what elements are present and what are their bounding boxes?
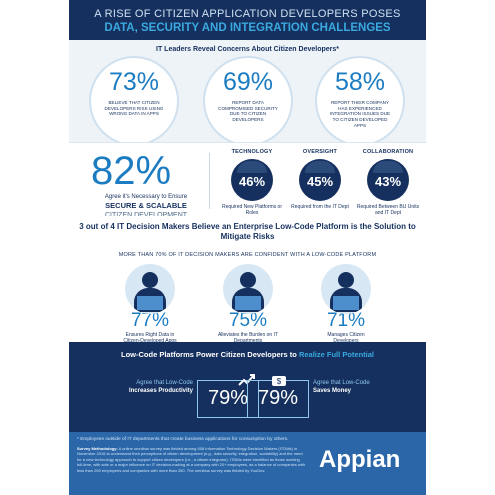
- stat-percent: 43%: [374, 174, 402, 189]
- stat-disc: 46%: [231, 159, 273, 201]
- secure-line-1: Agree it's Necessary to Ensure: [104, 194, 188, 200]
- concern-percent: 69%: [222, 68, 274, 96]
- chart-up-icon: [238, 374, 255, 386]
- money-icon: $: [272, 376, 286, 386]
- footnote: * Employees outside of IT departments th…: [77, 437, 289, 442]
- infographic: A RISE OF CITIZEN APPLICATION DEVELOPERS…: [69, 0, 426, 495]
- person-laptop-icon: [223, 264, 273, 314]
- stat-oversight: OVERSIGHT 45% Required from the IT Dept: [287, 149, 353, 210]
- concern-caption: BELIEVE THAT CITIZEN DEVELOPERS RISK USI…: [104, 100, 164, 117]
- lowcode-heading: 3 out of 4 IT Decision Makers Believe an…: [79, 222, 416, 241]
- secure-text: Agree it's Necessary to Ensure SECURE & …: [87, 193, 205, 221]
- power-stats: Agree that Low-Code Increases Productivi…: [87, 374, 408, 424]
- secure-percent: 82%: [91, 149, 172, 193]
- stat-caption: Required from the IT Dept: [291, 204, 349, 210]
- concern-circle-3: 58% REPORT THEIR COMPANY HAS EXPERIENCED…: [317, 58, 403, 144]
- methodology-label: Survey Methodology:: [77, 446, 118, 451]
- stat-disc: 43%: [367, 159, 409, 201]
- stat-caption: Required Between BU Units and IT Dept: [356, 204, 420, 217]
- person-laptop-icon: [321, 264, 371, 314]
- savings-line-b: Saves Money: [313, 387, 352, 394]
- concern-caption: REPORT DATA COMPROMISED SECURITY DUE TO …: [218, 100, 278, 123]
- productivity-percent: 79%: [207, 387, 249, 409]
- methodology-text: A online omnibus survey was fielded amon…: [77, 446, 305, 473]
- lowcode-subheading: MORE THAN 70% OF IT DECISION MAKERS ARE …: [118, 252, 377, 258]
- power-heading-a: Low-Code Platforms Power Citizen Develop…: [121, 350, 299, 359]
- lowcode-caption: Ensures Right Data in Citizen-Developed …: [123, 332, 176, 344]
- productivity-text: Agree that Low-Code Increases Productivi…: [101, 380, 193, 396]
- stat-caption: Required New Platforms or Roles: [221, 204, 283, 217]
- secure-line-3: CITIZEN DEVELOPMENT: [87, 211, 205, 220]
- stat-collaboration: COLLABORATION 43% Required Between BU Un…: [355, 149, 421, 217]
- stat-label: TECHNOLOGY: [231, 149, 273, 155]
- lowcode-item-3: 71% Manages Citizen Developers: [315, 264, 377, 345]
- person-icon: [237, 161, 267, 173]
- power-section: Low-Code Platforms Power Citizen Develop…: [69, 342, 426, 432]
- power-heading-b: Realize Full Potential: [298, 350, 374, 359]
- concerns-section: IT Leaders Reveal Concerns About Citizen…: [69, 40, 426, 144]
- concern-circle-1: 73% BELIEVE THAT CITIZEN DEVELOPERS RISK…: [91, 58, 177, 144]
- lowcode-percent: 75%: [228, 310, 268, 331]
- lowcode-caption: Manages Citizen Developers: [327, 332, 365, 344]
- lowcode-caption: Alleviates the Burden on IT Departments: [217, 332, 279, 344]
- savings-box: $ 79%: [247, 376, 309, 418]
- savings-percent: 79%: [257, 387, 299, 409]
- productivity-line-a: Agree that Low-Code: [136, 380, 193, 386]
- person-icon: [305, 161, 335, 173]
- header-line-1: A RISE OF CITIZEN APPLICATION DEVELOPERS…: [94, 8, 401, 20]
- footer: * Employees outside of IT departments th…: [69, 432, 426, 495]
- divider: [209, 153, 210, 209]
- productivity-box: 79%: [197, 374, 259, 418]
- secure-section: 82% Agree it's Necessary to Ensure SECUR…: [69, 142, 426, 219]
- lowcode-percent: 77%: [130, 310, 170, 331]
- header-banner: A RISE OF CITIZEN APPLICATION DEVELOPERS…: [69, 0, 426, 40]
- stat-disc: 45%: [299, 159, 341, 201]
- lowcode-section: 3 out of 4 IT Decision Makers Believe an…: [69, 216, 426, 345]
- header-line-2: DATA, SECURITY AND INTEGRATION CHALLENGE…: [104, 22, 391, 34]
- concern-caption: REPORT THEIR COMPANY HAS EXPERIENCED INT…: [329, 100, 391, 128]
- power-heading: Low-Code Platforms Power Citizen Develop…: [69, 350, 426, 359]
- concern-percent: 58%: [334, 68, 386, 96]
- lowcode-item-1: 77% Ensures Right Data in Citizen-Develo…: [119, 264, 181, 345]
- stat-percent: 45%: [306, 174, 334, 189]
- lowcode-percent: 71%: [326, 310, 366, 331]
- productivity-line-b: Increases Productivity: [128, 387, 193, 394]
- concern-percent: 73%: [108, 68, 160, 96]
- appian-logo: Appian: [319, 446, 401, 473]
- concern-circle-2: 69% REPORT DATA COMPROMISED SECURITY DUE…: [205, 58, 291, 144]
- stat-percent: 46%: [238, 174, 266, 189]
- savings-text: Agree that Low-Code Saves Money: [313, 380, 405, 396]
- stat-label: OVERSIGHT: [302, 149, 338, 155]
- concerns-heading: IT Leaders Reveal Concerns About Citizen…: [156, 46, 339, 53]
- stat-label: COLLABORATION: [362, 149, 414, 155]
- svg-text:$: $: [277, 377, 282, 386]
- methodology: Survey Methodology: A online omnibus sur…: [77, 446, 307, 473]
- secure-line-2: SECURE & SCALABLE: [105, 201, 187, 211]
- person-icon: [373, 161, 403, 173]
- lowcode-item-2: 75% Alleviates the Burden on IT Departme…: [217, 264, 279, 345]
- stat-technology: TECHNOLOGY 46% Required New Platforms or…: [219, 149, 285, 217]
- person-laptop-icon: [125, 264, 175, 314]
- savings-line-a: Agree that Low-Code: [313, 380, 370, 386]
